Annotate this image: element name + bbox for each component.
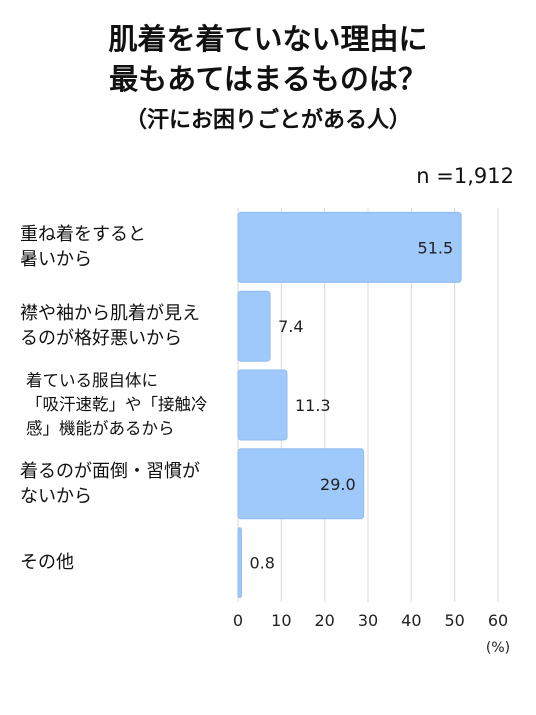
x-tick-label: 40 <box>401 611 421 630</box>
bar-value-label: 0.8 <box>249 554 274 573</box>
category-label-line: 着ている服自体に <box>26 371 158 390</box>
category-label-line: 襟や袖から肌着が見え <box>20 303 200 325</box>
category-label: 重ね着をすると 暑いから <box>20 222 220 272</box>
category-label-line: るのが格好悪いから <box>20 328 182 350</box>
chart-title-line-1: 肌着を着ていない理由に <box>108 22 428 56</box>
category-label-line: 感」機能があるから <box>26 419 175 438</box>
chart-subtitle: （汗にお困りごとがある人） <box>124 108 411 133</box>
x-tick-label: 10 <box>271 611 291 630</box>
category-label-line: その他 <box>20 552 74 574</box>
x-tick-label: 20 <box>314 611 334 630</box>
bar <box>237 369 288 441</box>
bar-value-label: 7.4 <box>278 317 303 336</box>
bar <box>237 448 365 520</box>
category-label-line: 「吸汗速乾」や「接触冷 <box>26 395 208 414</box>
x-tick-label: 50 <box>444 611 464 630</box>
x-tick-label: 0 <box>233 611 243 630</box>
category-label: その他 <box>20 550 220 575</box>
x-tick-label: 30 <box>358 611 378 630</box>
bar <box>237 527 242 599</box>
category-label-line: ないから <box>20 485 92 507</box>
chart-title-line-2: 最もあてはまるものは？ <box>109 62 427 96</box>
x-unit-label: (%) <box>486 640 510 656</box>
category-label-line: 暑いから <box>20 249 92 271</box>
x-tick-label: 60 <box>488 611 508 630</box>
bar <box>237 211 462 283</box>
category-label-line: 着るのが面倒・習慣が <box>20 460 200 482</box>
bar-value-label: 11.3 <box>295 396 331 415</box>
bar-value-label: 29.0 <box>320 475 356 494</box>
bar <box>237 290 271 362</box>
category-label: 着るのが面倒・習慣が ないから <box>20 459 220 509</box>
category-label-line: 重ね着をすると <box>20 224 146 246</box>
sample-size-label: n =1,912 <box>416 164 514 188</box>
bar-value-label: 51.5 <box>418 238 454 257</box>
category-label: 着ている服自体に「吸汗速乾」や「接触冷 感」機能があるから <box>26 369 226 441</box>
category-label: 襟や袖から肌着が見え るのが格好悪いから <box>20 301 220 351</box>
